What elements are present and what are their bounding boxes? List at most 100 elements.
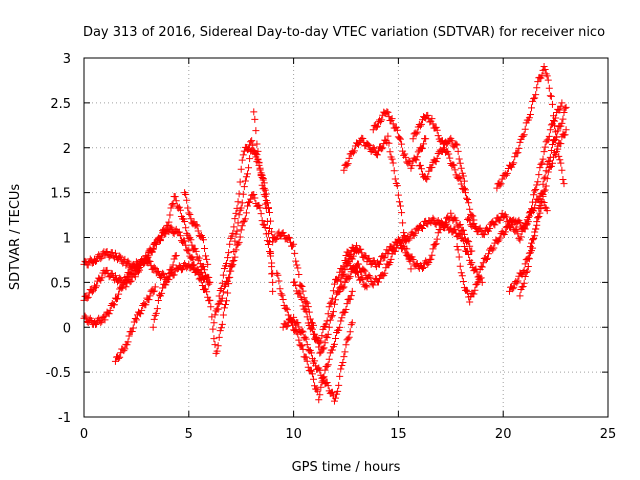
data-point	[238, 199, 246, 207]
data-point	[307, 349, 315, 357]
data-point	[526, 110, 534, 118]
data-point	[457, 164, 465, 172]
data-point	[553, 148, 561, 156]
data-point	[535, 204, 543, 212]
data-point	[252, 127, 260, 135]
data-point	[516, 292, 524, 300]
data-point	[360, 266, 368, 274]
data-point	[404, 252, 412, 260]
data-point	[151, 283, 159, 291]
data-point	[536, 201, 544, 209]
data-point	[406, 158, 414, 166]
data-point	[129, 324, 137, 332]
data-point	[550, 112, 558, 120]
data-point	[403, 245, 411, 253]
data-point	[432, 158, 440, 166]
data-point	[330, 280, 338, 288]
data-point	[306, 366, 314, 374]
data-point	[247, 195, 255, 203]
data-point	[92, 258, 100, 266]
series-track-c	[80, 223, 214, 305]
data-point	[187, 236, 195, 244]
series-track-b	[80, 255, 214, 329]
data-point	[203, 255, 211, 263]
data-point	[340, 353, 348, 361]
data-point	[250, 108, 258, 116]
data-point	[335, 381, 343, 389]
y-tick-label: -0.5	[46, 366, 71, 381]
data-point	[334, 387, 342, 395]
data-point	[460, 184, 468, 192]
data-point	[324, 330, 332, 338]
data-point	[138, 306, 146, 314]
data-point	[554, 127, 562, 135]
data-point	[458, 272, 466, 280]
data-point	[558, 166, 566, 174]
data-point	[292, 281, 300, 289]
data-point	[454, 147, 462, 155]
data-point	[111, 249, 119, 257]
data-point	[396, 135, 404, 143]
data-point	[464, 196, 472, 204]
y-tick-label: 2.5	[50, 97, 71, 112]
data-point	[496, 181, 504, 189]
data-point	[267, 252, 275, 260]
data-point	[345, 154, 353, 162]
data-point	[339, 284, 347, 292]
data-point	[466, 298, 474, 306]
data-point	[448, 137, 456, 145]
series-track-y	[516, 103, 570, 300]
data-point	[342, 341, 350, 349]
series-track-g	[206, 146, 277, 357]
data-point	[209, 325, 217, 333]
data-point	[552, 136, 560, 144]
data-point	[417, 120, 425, 128]
data-point	[225, 249, 233, 257]
data-point	[314, 387, 322, 395]
series-track-w	[493, 63, 568, 192]
data-point	[160, 270, 168, 278]
data-point	[328, 294, 336, 302]
data-point	[115, 290, 123, 298]
data-point	[543, 207, 551, 215]
data-point	[229, 229, 237, 237]
data-point	[238, 222, 246, 230]
data-point	[98, 317, 106, 325]
data-point	[391, 247, 399, 255]
data-point	[177, 266, 185, 274]
data-point	[475, 272, 483, 280]
data-point	[88, 259, 96, 267]
data-point	[455, 174, 463, 182]
data-point	[241, 215, 249, 223]
data-point	[388, 115, 396, 123]
data-point	[533, 181, 541, 189]
data-point	[233, 204, 241, 212]
data-point	[452, 216, 460, 224]
data-point	[383, 108, 391, 116]
data-point	[538, 159, 546, 167]
data-point	[362, 282, 370, 290]
data-point	[441, 222, 449, 230]
data-point	[367, 148, 375, 156]
data-point	[243, 202, 251, 210]
data-point	[194, 227, 202, 235]
data-point	[420, 140, 428, 148]
data-point	[250, 191, 258, 199]
data-point	[295, 336, 303, 344]
data-point	[396, 202, 404, 210]
data-point	[392, 244, 400, 252]
data-point	[256, 166, 264, 174]
data-point	[552, 151, 560, 159]
data-point	[497, 180, 505, 188]
data-point	[150, 315, 158, 323]
data-point	[103, 248, 111, 256]
data-point	[561, 131, 569, 139]
data-point	[402, 153, 410, 161]
data-point	[341, 278, 349, 286]
x-tick-label: 25	[600, 427, 617, 442]
data-point	[560, 108, 568, 116]
data-point	[168, 201, 176, 209]
data-point	[395, 198, 403, 206]
data-point	[184, 204, 192, 212]
